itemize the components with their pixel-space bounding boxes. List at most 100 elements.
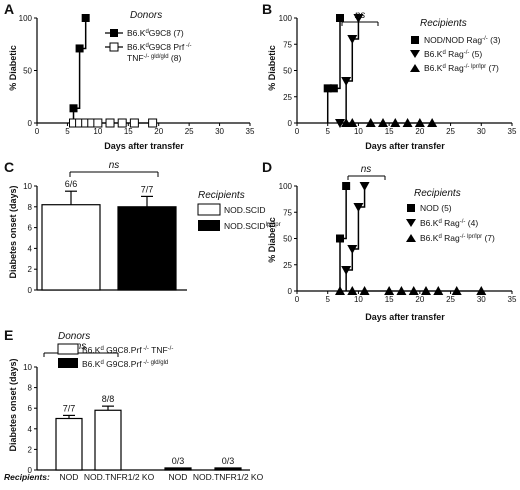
panel-c-y-tick-label: 8 xyxy=(28,203,33,212)
panel-b-x-tick-label: 10 xyxy=(354,127,363,136)
panel-a-data-point xyxy=(129,118,139,128)
open-bar-icon xyxy=(57,343,79,355)
panel-a-legend-item-2-line-2: TNF-/- gld/gld (8) xyxy=(127,53,181,63)
panel-a: A % Diabetic Days after transfer 0 5 10 15 2… xyxy=(4,1,255,151)
panel-c-y-tick-label: 4 xyxy=(28,244,33,253)
panel-d-ylabel: % Diabetic xyxy=(267,217,277,263)
panel-a-x-tick-label: 30 xyxy=(215,127,224,136)
panel-b-x-tick-label: 15 xyxy=(385,127,394,136)
panel-c-ns-label: ns xyxy=(109,160,120,171)
panel-b: B % Diabetic Days after transfer 0 5 10 15 2… xyxy=(262,1,517,151)
panel-a-y-tick-label: 0 xyxy=(28,119,33,128)
panel-d-x-tick-label: 25 xyxy=(446,295,455,304)
panel-e-bar xyxy=(214,467,242,471)
panel-b-xlabel: Days after transfer xyxy=(365,141,445,151)
panel-e-bar-label: 0/3 xyxy=(172,456,185,466)
panel-d-data-point xyxy=(353,203,364,212)
panel-d-data-point xyxy=(341,266,352,275)
panel-b-legend: Recipients NOD/NOD Rag-/- (3) B6.Kd Rag-… xyxy=(410,18,501,73)
panel-b-x-tick-label: 35 xyxy=(508,127,517,136)
panel-e-category-4: NOD.TNFR1/2 KO xyxy=(193,472,264,482)
triangle-up-icon xyxy=(410,64,420,72)
triangle-down-icon xyxy=(406,219,416,227)
panel-c-letter: C xyxy=(4,159,14,175)
panel-d-series-line xyxy=(345,186,366,291)
panel-b-data-point xyxy=(414,118,425,127)
panel-d-x-tick-label: 10 xyxy=(354,295,363,304)
panel-a-legend-item-1: B6.KdG9C8 (7) xyxy=(127,28,184,38)
panel-b-x-tick-label: 25 xyxy=(446,127,455,136)
panel-e-category-1: NOD xyxy=(60,472,79,482)
panel-b-data-point xyxy=(353,14,364,23)
panel-d-data-point xyxy=(347,286,358,295)
panel-b-x-tick-label: 0 xyxy=(295,127,300,136)
panel-d-data-point xyxy=(421,286,431,295)
panel-c: C Diabetes onset (days) 0 2 4 6 8 10 6/6 7/7 ns… xyxy=(4,159,281,295)
panel-d-data-point xyxy=(347,245,358,254)
panel-a-ylabel: % Diabetic xyxy=(8,45,18,91)
panel-b-y-tick-label: 0 xyxy=(288,119,293,128)
panel-d-x-tick-label: 35 xyxy=(508,295,517,304)
panel-c-legend-item-2: NOD.SCIDlpr/lpr xyxy=(224,221,281,231)
panel-d-legend-item-3: B6.Kd Rag-/- lpr/lpr (7) xyxy=(420,233,495,243)
panel-a-data-point xyxy=(69,104,78,113)
panel-d-data-point xyxy=(396,286,407,295)
panel-e-legend: Donors B6.Kd G9C8.Prf -/- TNF-/- B6.Kd G… xyxy=(57,331,173,369)
filled-square-icon xyxy=(411,36,419,44)
panel-d-ns-bracket: ns xyxy=(347,164,386,180)
panel-e-legend-title: Donors xyxy=(58,331,90,342)
panel-e-bar xyxy=(164,467,192,471)
panel-d-plot: 0 5 10 15 20 25 30 35 0 25 50 75 100 xyxy=(279,182,517,304)
panel-a-x-tick-label: 20 xyxy=(154,127,163,136)
panel-b-data-point xyxy=(336,14,344,22)
panel-d-data-point xyxy=(335,286,345,295)
panel-e-category-3: NOD xyxy=(169,472,188,482)
panel-b-data-point xyxy=(347,118,358,127)
panel-b-legend-item-3: B6.Kd Rag-/- lpr/lpr (7) xyxy=(424,63,499,73)
panel-a-x-tick-label: 0 xyxy=(35,127,40,136)
panel-d-xlabel: Days after transfer xyxy=(365,312,445,322)
panel-e-y-tick-label: 10 xyxy=(23,363,32,372)
panel-b-data-point xyxy=(378,118,388,127)
panel-b-data-point xyxy=(341,77,352,86)
panel-e-bar xyxy=(94,409,122,471)
panel-b-ns-bracket: ns xyxy=(341,10,379,26)
panel-e: E Diabetes onset (days) 0 2 4 6 8 10 7/7 8/8 0/3… xyxy=(4,327,264,482)
panel-a-letter: A xyxy=(4,1,14,17)
panel-a-data-point xyxy=(117,118,127,128)
panel-d-data-point xyxy=(476,286,487,295)
panel-c-plot: 0 2 4 6 8 10 6/6 7/7 xyxy=(23,179,187,295)
panel-d-x-tick-label: 30 xyxy=(477,295,486,304)
panel-a-legend-item-2: B6.KdG9C8 Prf -/- xyxy=(127,42,192,52)
panel-d-x-tick-label: 15 xyxy=(385,295,394,304)
panel-c-y-tick-label: 6 xyxy=(28,224,33,233)
panel-b-y-tick-label: 50 xyxy=(283,67,292,76)
panel-b-x-tick-label: 5 xyxy=(325,127,330,136)
panel-a-plot: 0 5 10 15 20 25 30 35 0 50 100 xyxy=(19,14,255,136)
panel-c-legend-title: Recipients xyxy=(198,190,245,201)
panel-c-ns-bracket: ns xyxy=(69,160,159,177)
panel-d-x-tick-label: 20 xyxy=(415,295,424,304)
panel-e-bar-label: 7/7 xyxy=(63,403,76,413)
panel-d-legend-item-2: B6.Kd Rag-/- (4) xyxy=(420,218,478,228)
panel-b-series-line xyxy=(326,18,341,123)
panel-a-y-tick-label: 100 xyxy=(19,14,33,23)
panel-a-data-point xyxy=(81,14,90,22)
filled-bar-icon xyxy=(58,358,78,368)
panel-d-data-point xyxy=(408,286,419,295)
panel-b-legend-title: Recipients xyxy=(420,18,467,29)
panel-e-y-tick-label: 0 xyxy=(28,466,33,475)
panel-a-x-tick-label: 10 xyxy=(93,127,102,136)
panel-d-data-point xyxy=(433,286,444,295)
panel-a-legend-title: Donors xyxy=(130,10,162,21)
panel-b-y-tick-label: 25 xyxy=(283,93,292,102)
panel-d-y-tick-label: 100 xyxy=(279,182,293,191)
panel-a-data-point xyxy=(148,118,158,128)
panel-b-data-point xyxy=(323,84,332,93)
panel-c-legend-item-1: NOD.SCID xyxy=(224,205,266,215)
panel-a-data-point xyxy=(93,118,103,128)
panel-d-y-tick-label: 0 xyxy=(288,287,293,296)
triangle-down-icon xyxy=(410,50,420,58)
panel-c-bar-label: 6/6 xyxy=(65,179,78,189)
